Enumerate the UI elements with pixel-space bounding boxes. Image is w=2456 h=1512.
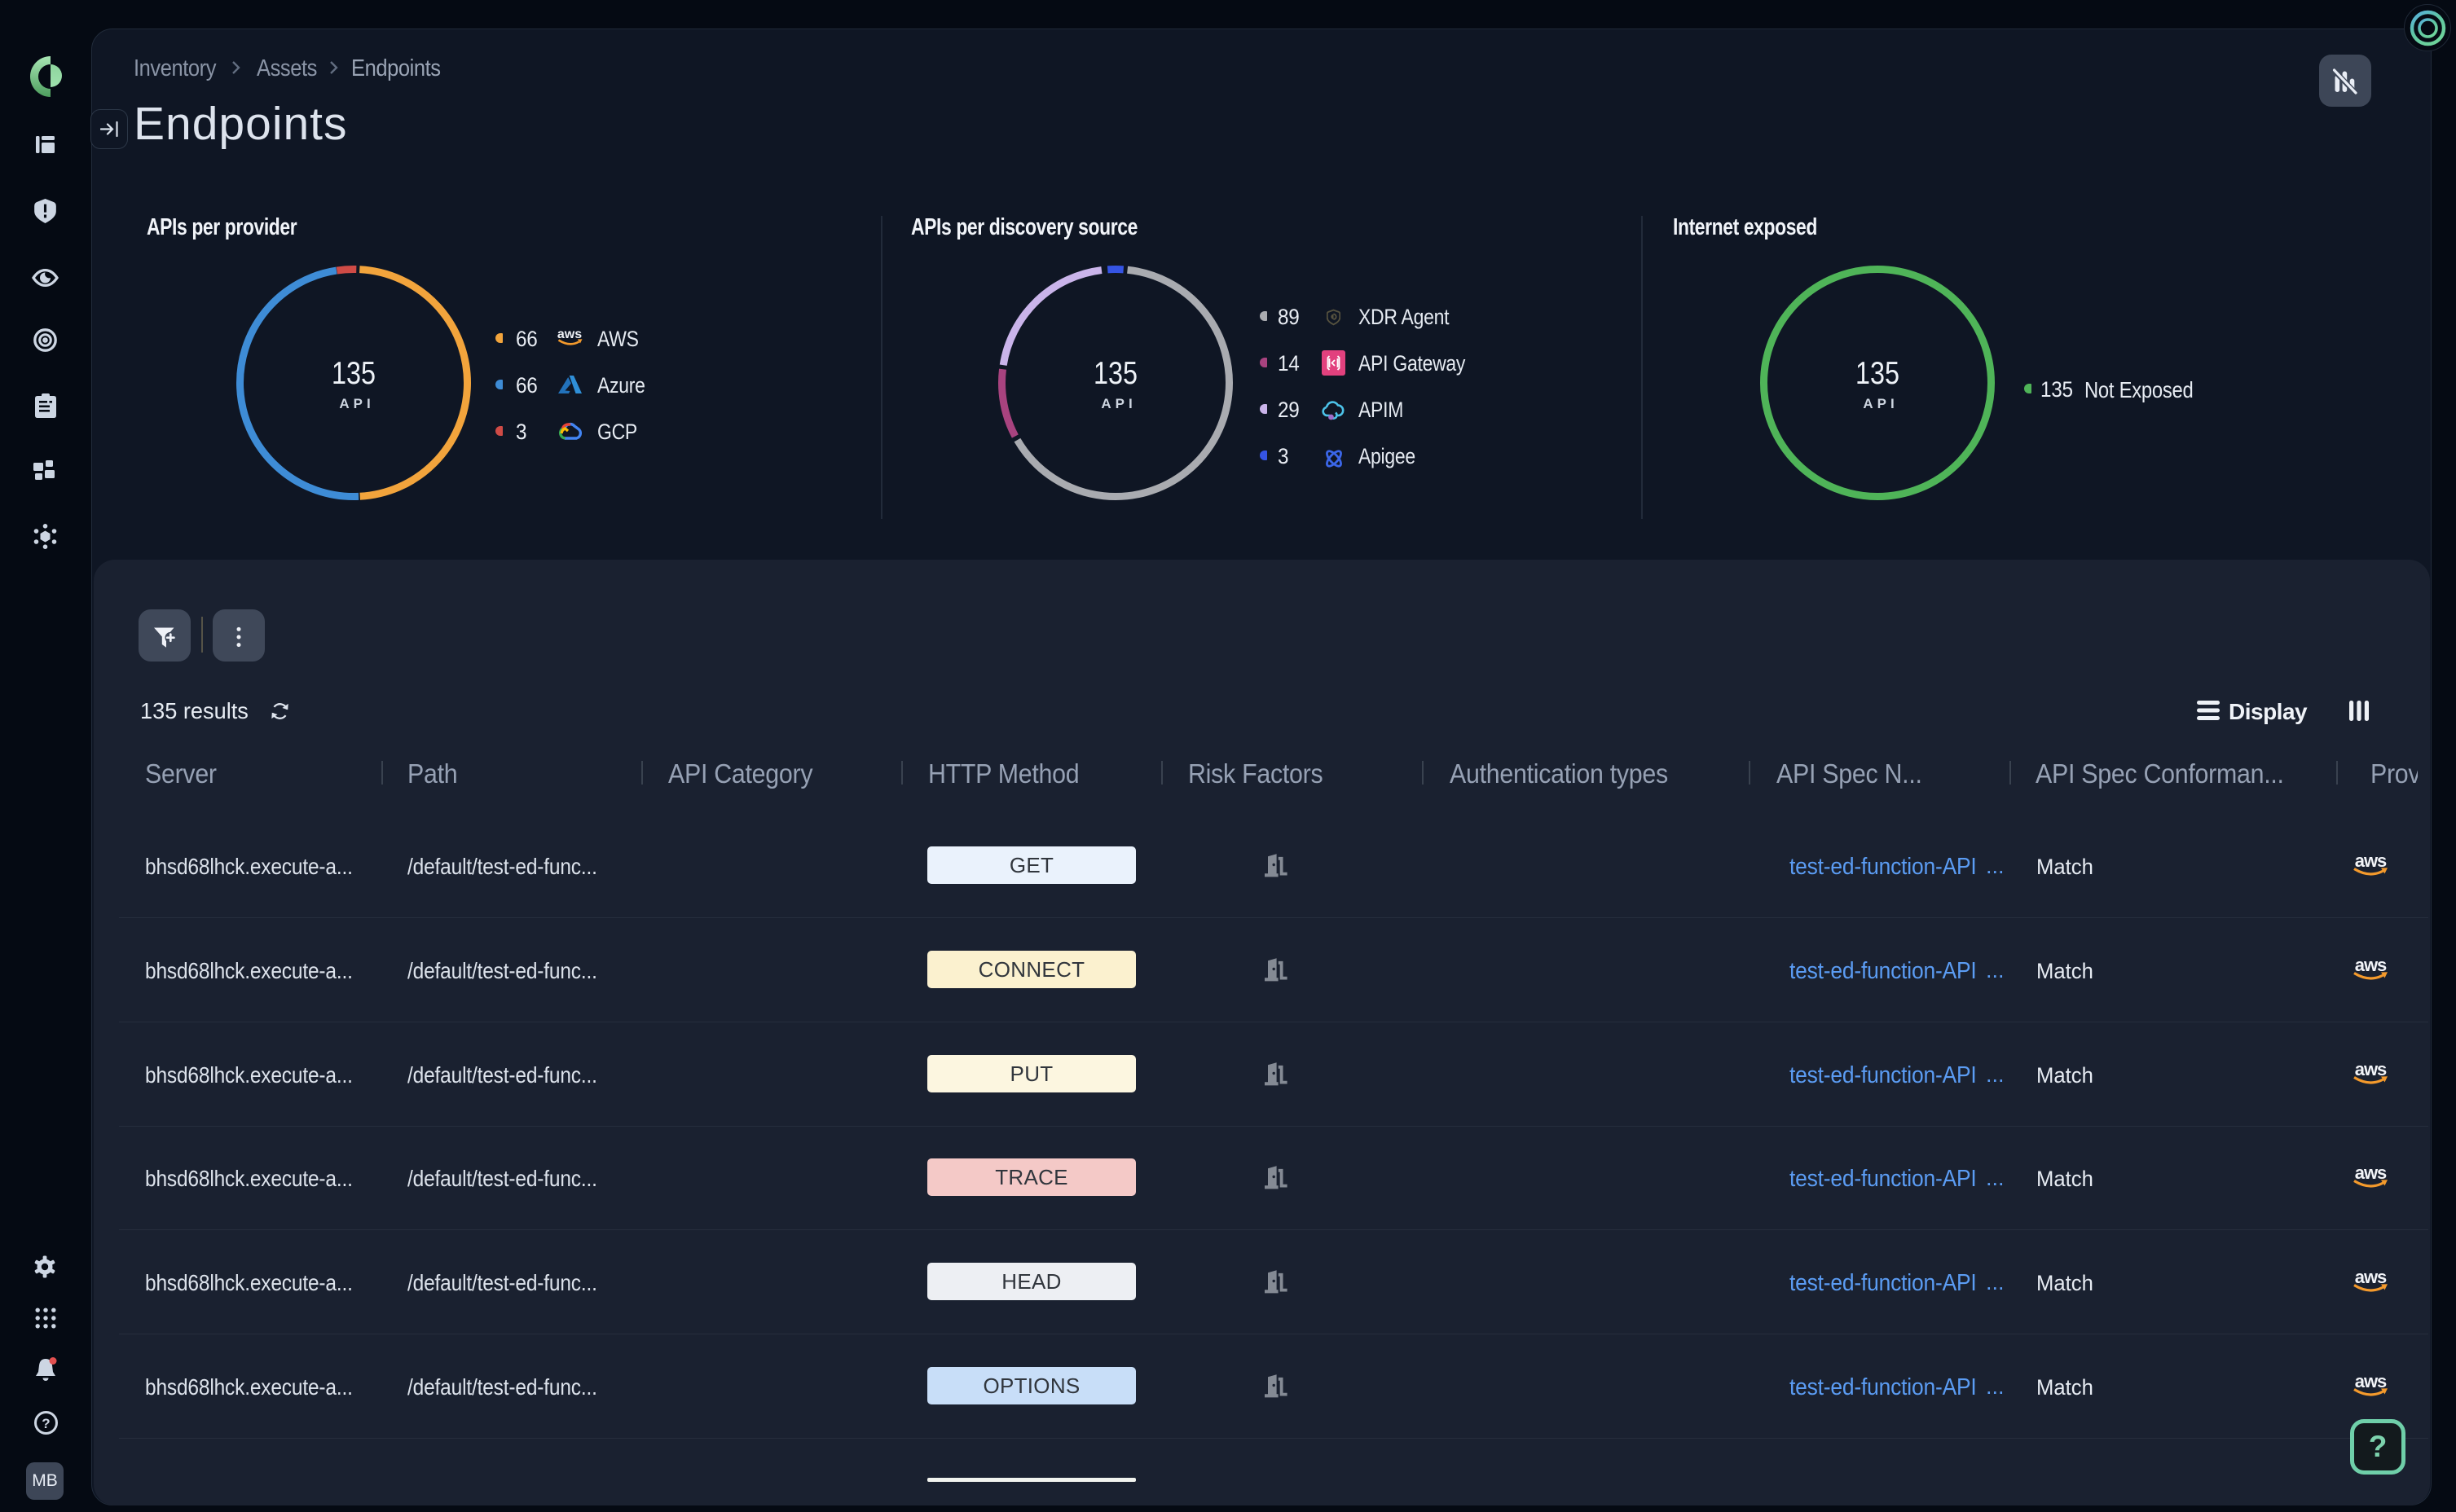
svg-text:aws: aws [2355, 1267, 2387, 1287]
svg-text:aws: aws [2355, 1163, 2387, 1183]
svg-text:aws: aws [2355, 850, 2387, 871]
svg-text:aws: aws [2355, 1371, 2387, 1391]
svg-text:aws: aws [557, 327, 582, 341]
svg-text:aws: aws [2355, 955, 2387, 975]
svg-text:?: ? [42, 1416, 50, 1431]
svg-text:aws: aws [2355, 1059, 2387, 1079]
